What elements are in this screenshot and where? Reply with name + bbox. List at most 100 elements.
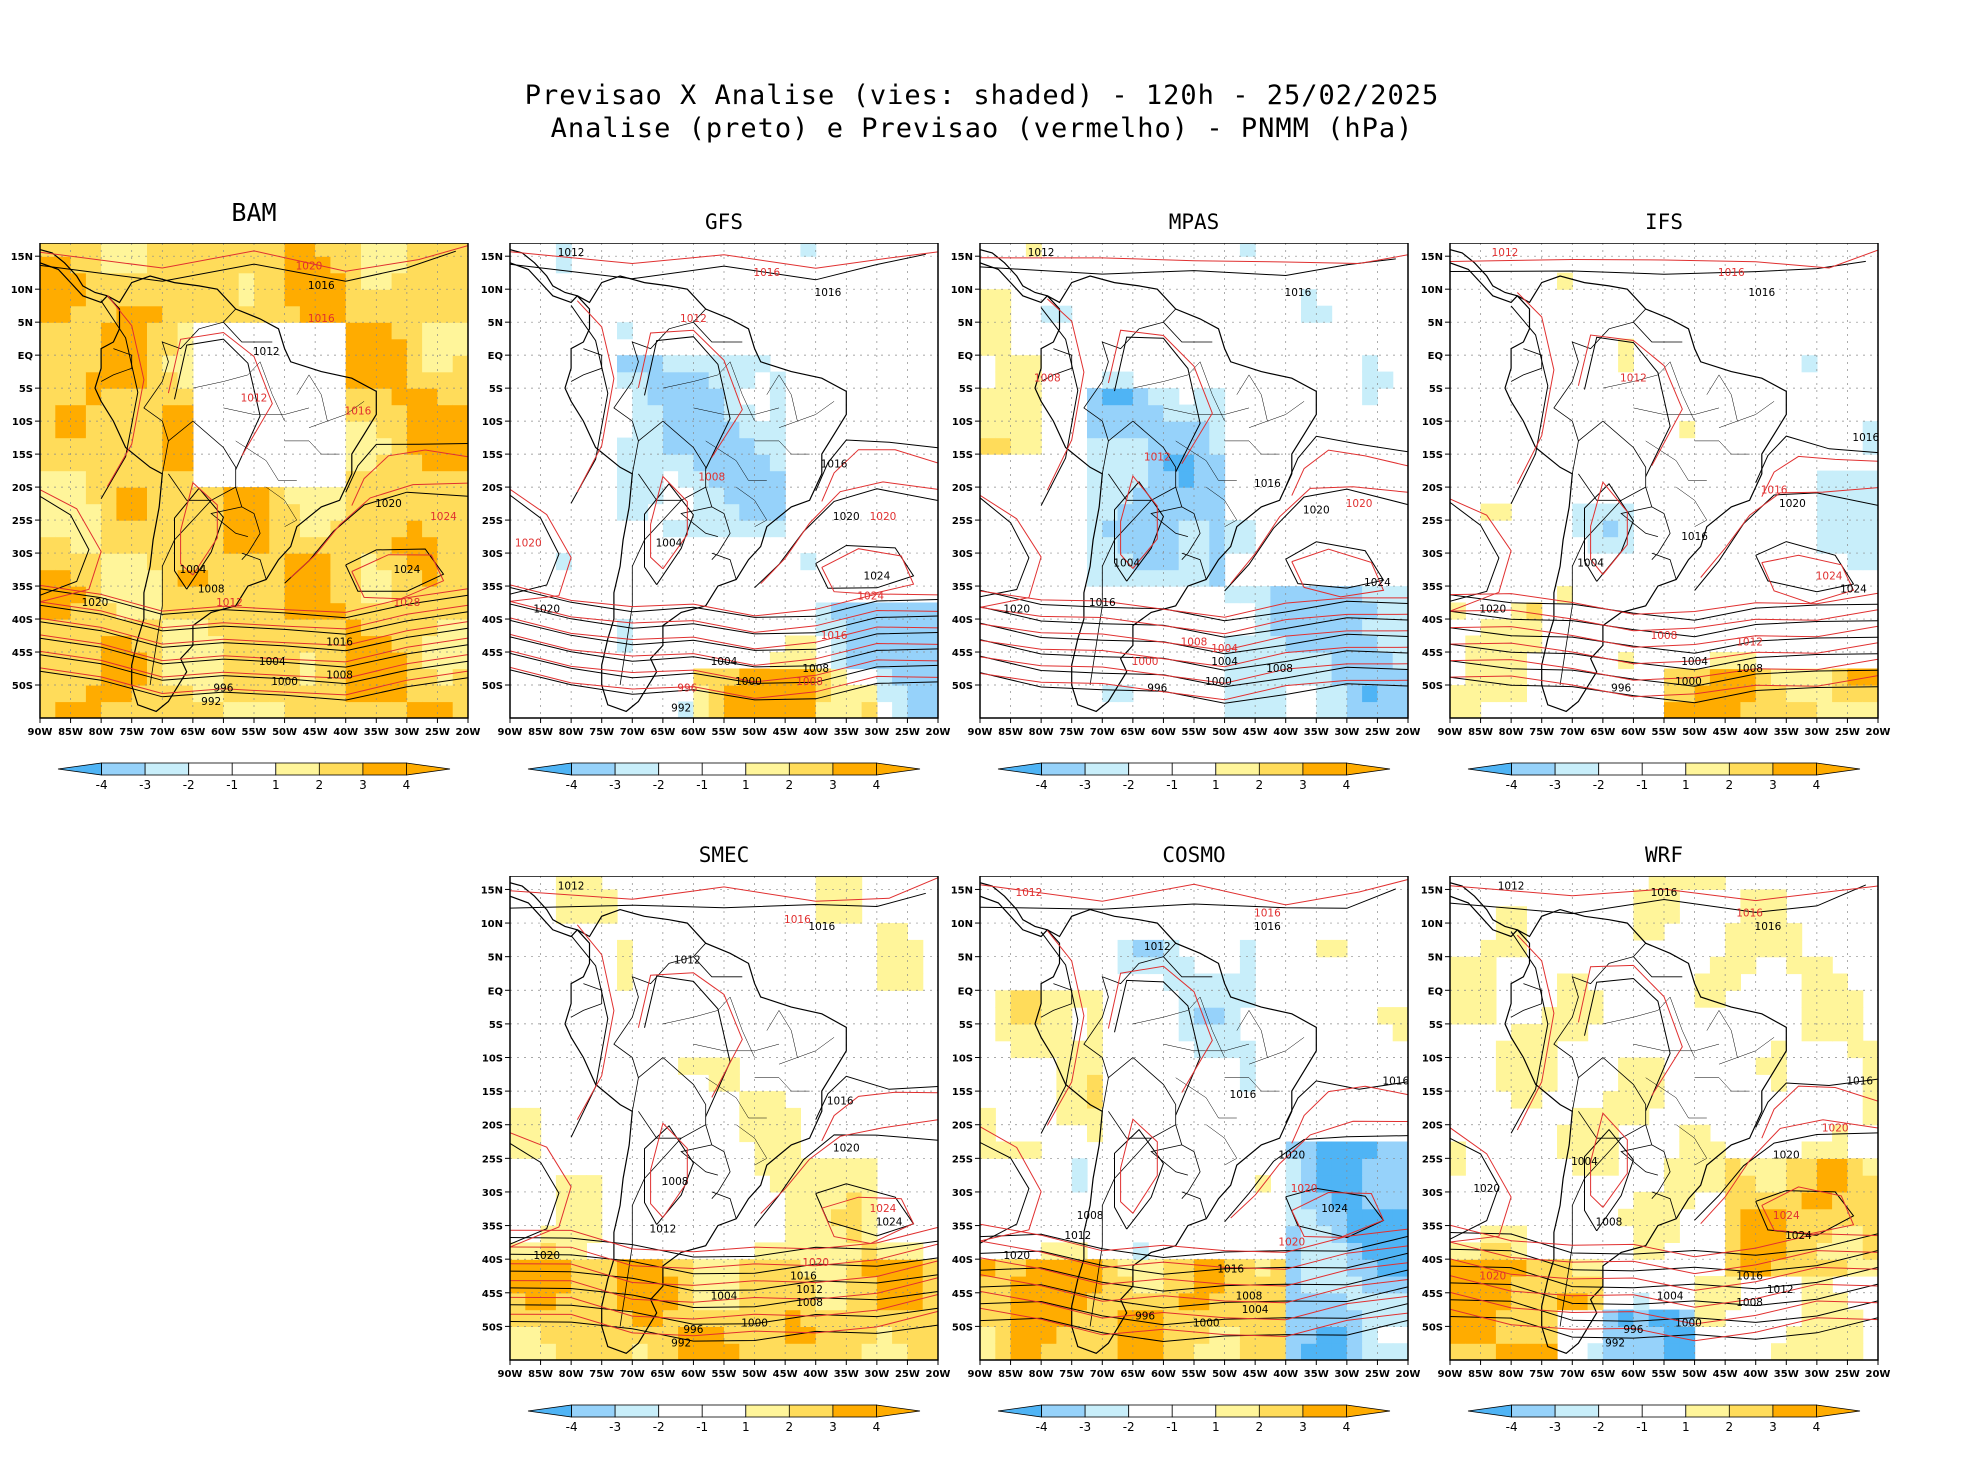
isobar-forecast	[510, 1260, 938, 1286]
bias-cell	[391, 701, 408, 718]
bias-cell	[510, 1276, 526, 1294]
bias-cell	[452, 371, 468, 389]
x-tick-label: 40W	[803, 1369, 828, 1380]
bias-cell	[754, 1292, 771, 1311]
axes: 15N10N5NEQ5S10S15S20S25S30S35S40S45S50S9…	[481, 252, 951, 738]
bias-cell	[269, 520, 286, 538]
coastlines	[510, 882, 847, 1354]
bias-cell	[315, 289, 331, 307]
bias-cell	[70, 685, 87, 703]
bias-cell	[422, 338, 438, 356]
bias-cell	[422, 520, 438, 538]
bias-cell	[1618, 652, 1634, 670]
bias-cell	[1511, 1343, 1527, 1360]
isobar-forecast	[510, 1310, 938, 1337]
colorbar-arrow-low	[997, 1404, 1042, 1418]
bias-cell	[1511, 939, 1527, 958]
bias-cell	[769, 1091, 786, 1109]
bias-cell	[617, 1276, 633, 1294]
colorbar-swatch	[788, 762, 834, 776]
bias-cell	[147, 454, 163, 472]
bias-cell	[1862, 1225, 1878, 1243]
bias-cell	[1194, 1259, 1210, 1277]
bias-cell	[1239, 520, 1256, 538]
bias-cell	[1209, 388, 1226, 406]
colorbar-swatch	[1641, 1404, 1687, 1418]
bias-cell	[1362, 668, 1378, 686]
bias-cell	[1832, 973, 1848, 991]
bias-cell	[1480, 1259, 1497, 1277]
bias-cell	[299, 243, 316, 257]
bias-cell	[1801, 1191, 1818, 1210]
bias-cell	[510, 1107, 526, 1126]
bias-cell	[345, 569, 362, 587]
bias-cell	[1679, 1158, 1696, 1176]
isobar-analysis	[100, 300, 139, 500]
bias-cell	[617, 1259, 633, 1277]
bias-cell	[1495, 668, 1512, 686]
bias-cell	[1056, 990, 1073, 1008]
state-border	[296, 374, 328, 422]
bias-cell	[55, 668, 72, 686]
colorbar-swatch	[1772, 1404, 1817, 1418]
bias-cell	[708, 1292, 725, 1311]
coastlines	[40, 249, 377, 713]
colorbar-smec: -4 -3 -2 -1 1 2 3 4	[527, 1404, 921, 1434]
bias-cell	[391, 322, 408, 340]
bias-cell	[223, 635, 240, 653]
bias-cell	[815, 1276, 832, 1294]
bias-cell	[1526, 1292, 1543, 1311]
bias-cell	[739, 1292, 756, 1311]
country-border	[693, 956, 743, 978]
x-tick-label: 60W	[1621, 727, 1646, 738]
bias-cell	[1316, 1175, 1333, 1193]
bias-cell	[1194, 470, 1210, 488]
isobar-forecast	[290, 482, 468, 578]
bias-cell	[1224, 635, 1241, 653]
bias-cell	[177, 635, 194, 653]
colorbar-label: 3	[1299, 778, 1307, 792]
bias-cell	[406, 652, 423, 670]
bias-cell	[724, 1259, 740, 1277]
isobar-forecast	[1700, 1119, 1878, 1225]
y-tick-label: 15N	[951, 252, 973, 263]
bias-cell	[361, 371, 377, 389]
bias-cell	[1362, 652, 1378, 670]
bias-cell	[177, 437, 194, 455]
bias-cell	[1480, 1343, 1497, 1360]
bias-cell	[1602, 536, 1619, 554]
isobar-forecast	[510, 584, 938, 617]
bias-cell	[1377, 1309, 1394, 1327]
bias-cell	[800, 1276, 817, 1294]
bias-cell	[1392, 1007, 1408, 1025]
bias-cell	[1755, 1175, 1772, 1193]
bias-cell	[116, 470, 133, 488]
bias-cell	[617, 973, 633, 991]
bias-cell	[345, 520, 362, 538]
bias-cell	[131, 701, 148, 718]
bias-cell	[391, 289, 408, 307]
bias-cell	[1480, 1242, 1497, 1260]
bias-cell	[1331, 619, 1348, 637]
bias-cell	[1862, 487, 1878, 505]
bias-cell	[1010, 437, 1027, 455]
bias-cell	[617, 1343, 633, 1360]
colorbar-swatch	[1302, 1404, 1347, 1418]
bias-cell	[40, 470, 56, 488]
gridlines	[980, 876, 1408, 1360]
contour-label: 1012	[216, 597, 243, 609]
bias-cell	[40, 569, 56, 587]
colorbar-label: -4	[1036, 1420, 1048, 1434]
bias-cell	[754, 701, 771, 718]
bias-cell	[192, 256, 209, 274]
bias-cell	[785, 1225, 801, 1243]
bias-cell	[1163, 437, 1180, 455]
colorbar-label: 4	[1813, 778, 1821, 792]
y-tick-label: 10N	[481, 919, 503, 930]
bias-cell	[40, 685, 56, 703]
isobar-analysis	[980, 888, 1396, 910]
isobar-analysis	[980, 589, 1408, 622]
bias-cell	[831, 1259, 847, 1277]
x-tick-label: 75W	[589, 1369, 614, 1380]
isobar-forecast	[510, 488, 572, 602]
